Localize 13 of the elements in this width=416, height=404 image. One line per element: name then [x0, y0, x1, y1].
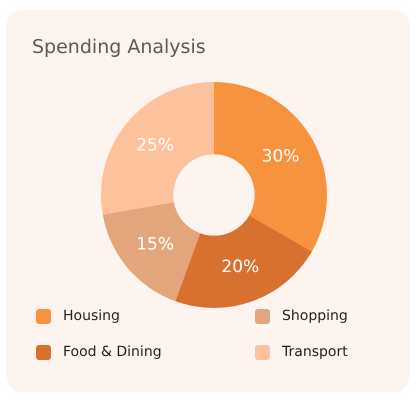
data-label: 20% [221, 257, 260, 278]
legend-label: Food & Dining [63, 344, 162, 360]
donut-slice [101, 82, 214, 215]
legend-label: Housing [63, 308, 120, 324]
donut-slice [214, 82, 327, 252]
legend-label: Transport [282, 344, 349, 360]
data-label: 30% [262, 146, 300, 167]
donut-slice [102, 202, 200, 302]
donut-slice [175, 215, 312, 308]
data-label: 15% [136, 234, 174, 254]
chart-title: Spending Analysis [32, 36, 206, 58]
data-label: 25% [136, 136, 174, 156]
legend-label: Shopping [282, 308, 349, 324]
